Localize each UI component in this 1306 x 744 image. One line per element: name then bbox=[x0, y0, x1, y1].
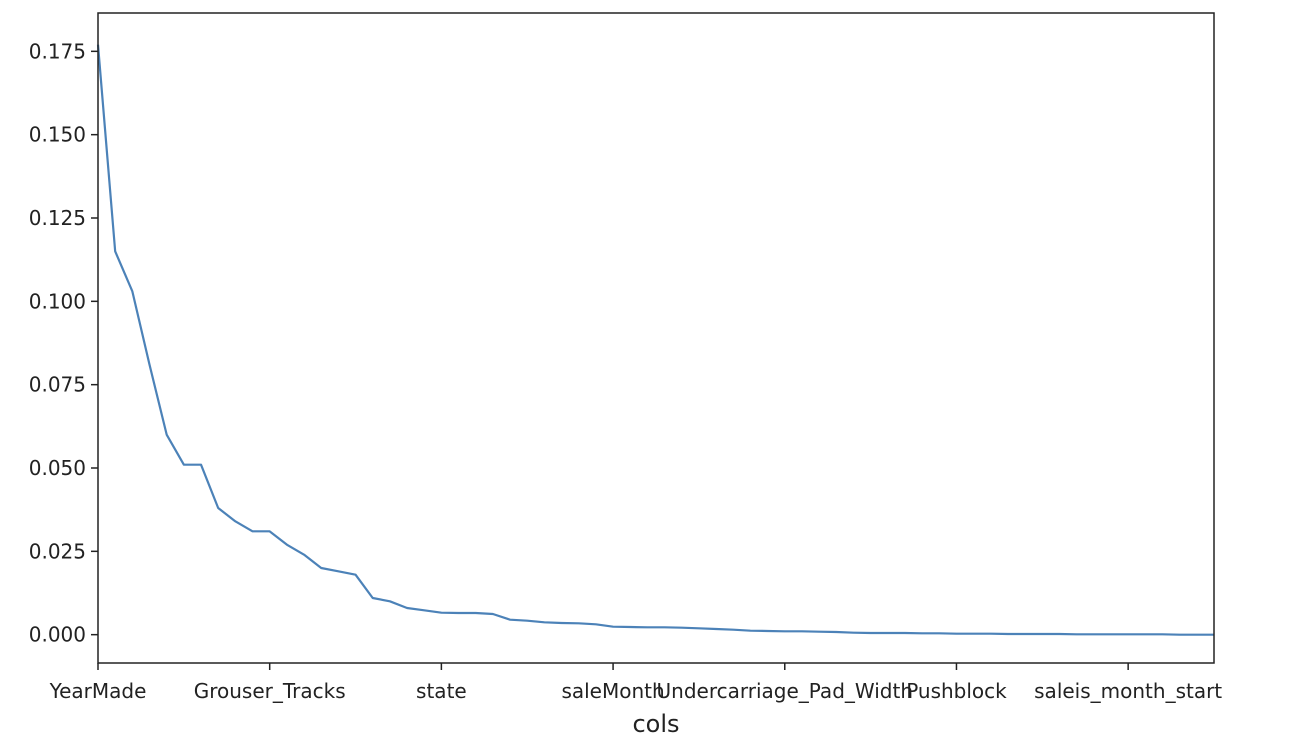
y-tick-label: 0.050 bbox=[29, 456, 86, 480]
x-axis-title: cols bbox=[632, 710, 679, 738]
x-tick-label: Undercarriage_Pad_Width bbox=[657, 679, 913, 703]
plot-frame bbox=[97, 12, 1215, 664]
y-tick-label: 0.125 bbox=[29, 206, 86, 230]
y-tick-label: 0.175 bbox=[29, 39, 86, 63]
y-tick-label: 0.100 bbox=[29, 289, 86, 313]
x-tick-label: saleMonth bbox=[561, 679, 664, 703]
x-tick-label: state bbox=[416, 679, 467, 703]
x-tick-label: Pushblock bbox=[906, 679, 1007, 703]
y-tick-label: 0.075 bbox=[29, 373, 86, 397]
x-axis: YearMade Grouser_Tracks state saleMonthUnde… bbox=[49, 663, 1222, 703]
y-tick-label: 0.025 bbox=[29, 539, 86, 563]
x-tick-label: saleis_month_start bbox=[1034, 679, 1222, 703]
x-tick-label: YearMade bbox=[49, 679, 147, 703]
y-tick-label: 0.150 bbox=[29, 123, 86, 147]
y-axis: 0.000 0.025 0.050 0.075 0.100 0.125 0.150 0.175 bbox=[29, 39, 98, 647]
y-tick-label: 0.000 bbox=[29, 623, 86, 647]
x-tick-label: Grouser_Tracks bbox=[194, 679, 346, 703]
series-line bbox=[96, 44, 1214, 636]
